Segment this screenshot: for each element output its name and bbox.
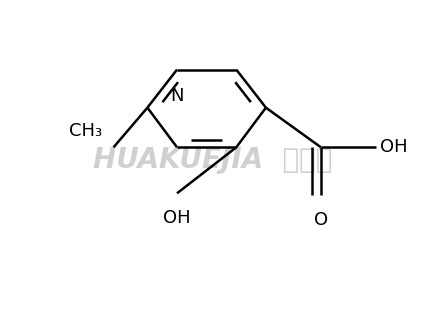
Text: HUAKUEJIA  化学加: HUAKUEJIA 化学加 bbox=[93, 146, 333, 174]
Text: O: O bbox=[314, 211, 328, 229]
Text: OH: OH bbox=[163, 209, 191, 227]
Text: OH: OH bbox=[380, 138, 408, 156]
Text: CH₃: CH₃ bbox=[69, 123, 103, 140]
Text: N: N bbox=[170, 87, 184, 105]
